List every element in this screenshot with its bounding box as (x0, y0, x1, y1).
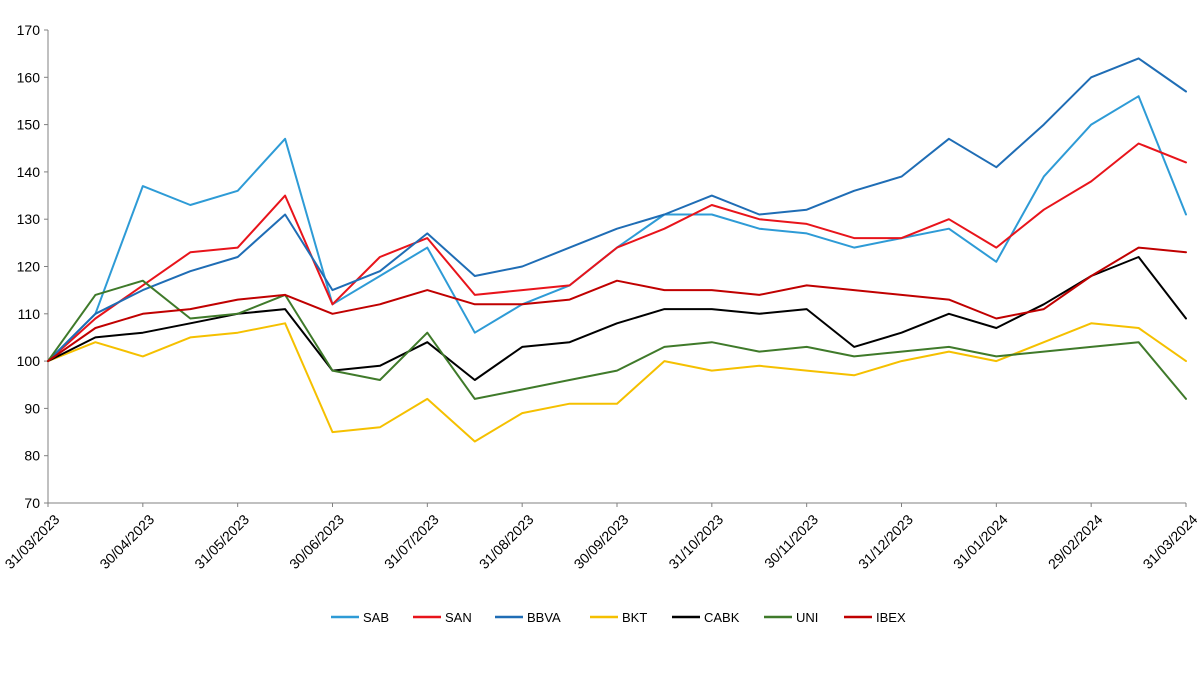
series-line-san (47, 142, 1187, 363)
x-tick-label: 31/12/2023 (855, 511, 916, 572)
legend-item-uni: UNI (764, 610, 818, 625)
x-tick-label: 30/06/2023 (286, 511, 347, 572)
legend-label: SAB (363, 610, 389, 625)
legend-label: UNI (796, 610, 818, 625)
x-tick-label: 31/03/2024 (1140, 511, 1200, 572)
y-axis: 70 80 90 100 110 120 130 140 150 160 170 (17, 22, 49, 511)
x-tick-label: 30/04/2023 (96, 511, 157, 572)
legend-item-san: SAN (413, 610, 472, 625)
series-line-uni (47, 279, 1187, 400)
legend-item-sab: SAB (331, 610, 389, 625)
x-tick-label: 31/10/2023 (665, 511, 726, 572)
series-line-cabk (47, 256, 1187, 381)
legend-label: BKT (622, 610, 647, 625)
y-tick-label: 80 (24, 448, 40, 464)
x-tick-label: 29/02/2024 (1045, 511, 1106, 572)
y-tick-label: 150 (17, 117, 41, 133)
x-tick-label: 31/05/2023 (191, 511, 252, 572)
y-tick-label: 70 (24, 495, 40, 511)
legend-label: SAN (445, 610, 472, 625)
x-tick-label: 31/08/2023 (476, 511, 537, 572)
legend-label: BBVA (527, 610, 561, 625)
y-tick-label: 170 (17, 22, 41, 38)
x-axis: 31/03/2023 30/04/2023 31/05/2023 30/06/2023… (2, 502, 1200, 572)
y-tick-label: 160 (17, 69, 41, 85)
legend-item-ibex: IBEX (844, 610, 906, 625)
legend-item-cabk: CABK (672, 610, 740, 625)
x-tick-label: 31/01/2024 (950, 511, 1011, 572)
x-tick-label: 30/11/2023 (761, 511, 821, 571)
x-tick-label: 31/03/2023 (2, 511, 63, 572)
legend-label: CABK (704, 610, 740, 625)
y-tick-label: 140 (17, 164, 41, 180)
x-tick-label: 31/07/2023 (381, 511, 442, 572)
legend-item-bbva: BBVA (495, 610, 561, 625)
y-tick-label: 120 (17, 259, 41, 275)
series-line-ibex (47, 246, 1187, 363)
y-tick-label: 90 (24, 400, 40, 416)
x-tick-label: 30/09/2023 (571, 511, 632, 572)
y-tick-label: 110 (18, 306, 41, 322)
series-line-bbva (47, 57, 1187, 363)
y-tick-label: 130 (17, 211, 41, 227)
legend-label: IBEX (876, 610, 906, 625)
legend-item-bkt: BKT (590, 610, 647, 625)
series-layer (47, 57, 1187, 443)
y-tick-label: 100 (17, 353, 41, 369)
legend: SAB SAN BBVA BKT CABK UNI IBEX (331, 610, 906, 625)
series-line-bkt (47, 322, 1187, 443)
